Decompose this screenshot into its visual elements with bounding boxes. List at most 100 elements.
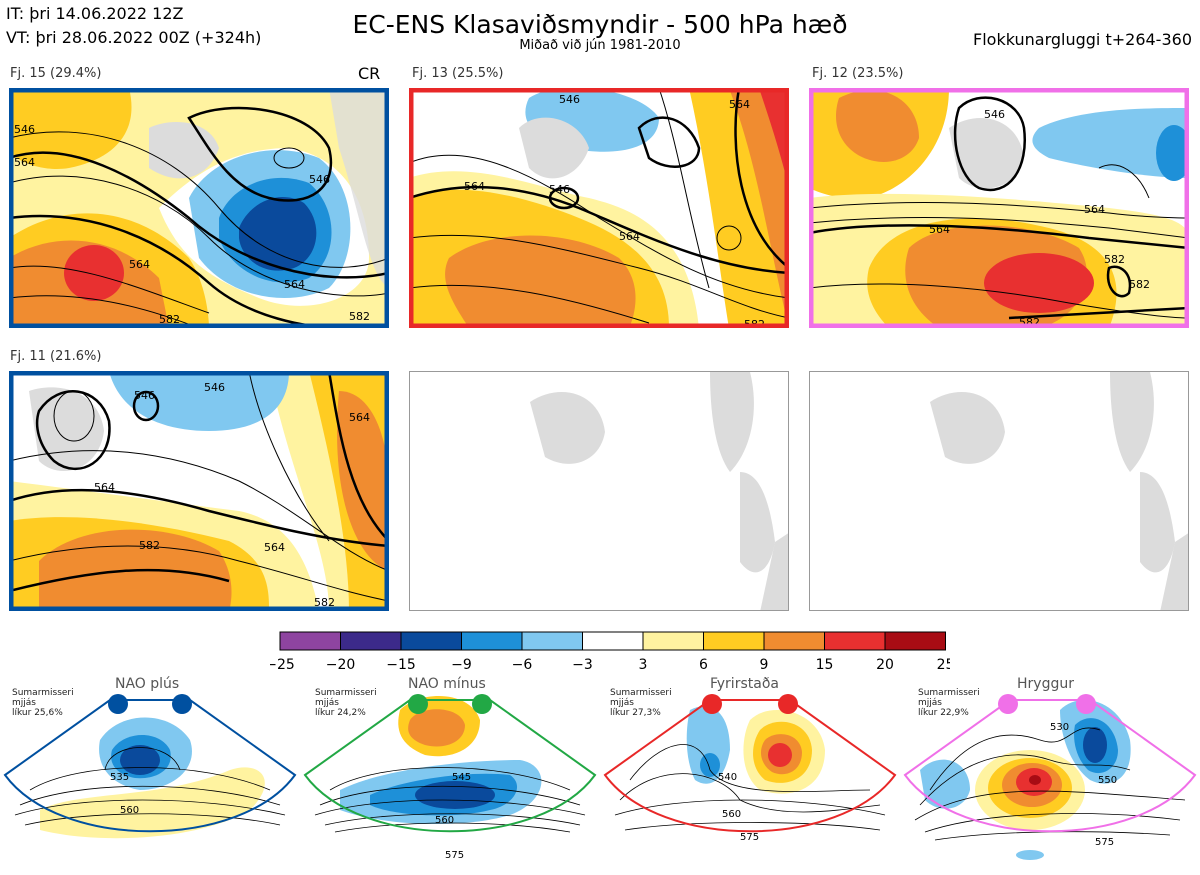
regime-info-ridge: Sumarmisseri mjjás líkur 22,9% — [918, 688, 980, 718]
contour-label: 582 — [314, 596, 335, 609]
contour-label: 535 — [110, 772, 129, 783]
contour-label: 564 — [464, 180, 485, 193]
contour-label: 550 — [1098, 775, 1117, 786]
cluster-map-4: 546 546 564 564 564 582 582 — [9, 371, 389, 611]
cr-label: CR — [358, 64, 381, 83]
contour-label: 540 — [718, 772, 737, 783]
empty-map-5-graphic — [530, 372, 788, 610]
regime-marker — [702, 694, 722, 714]
contour-label: 546 — [549, 183, 570, 196]
contour-label: 575 — [740, 832, 759, 843]
contour-label: 546 — [134, 389, 155, 402]
contour-label: 564 — [729, 98, 750, 111]
colorbar-tick-label: −6 — [512, 657, 533, 673]
colorbar-swatch — [703, 631, 765, 651]
colorbar-tick-label: 6 — [699, 657, 708, 673]
colorbar-tick-label: 20 — [876, 657, 894, 673]
colorbar-swatch — [461, 631, 523, 651]
colorbar-swatch — [884, 631, 946, 651]
regime-blocking-graphic: 540 560 575 — [603, 694, 897, 843]
contour-label: 582 — [139, 539, 160, 552]
colorbar-swatch — [642, 631, 704, 651]
colorbar-tick-label: −25 — [270, 657, 295, 673]
regime-ridge: 530 550 575 Hryggur Sumarmisseri mjjás lík… — [900, 676, 1200, 871]
contour-label: 582 — [1129, 278, 1150, 291]
colorbar-tick-label: 25 — [937, 657, 950, 673]
cluster-map-4-graphic: 546 546 564 564 564 582 582 — [9, 371, 389, 611]
contour-label: 575 — [1095, 837, 1114, 848]
classification-window: Flokkunargluggi t+264-360 — [973, 30, 1192, 49]
regime-nao-plus-graphic: 535 560 — [3, 694, 297, 839]
contour-label: 546 — [204, 381, 225, 394]
contour-label: 564 — [94, 481, 115, 494]
colorbar-tick-label: −15 — [386, 657, 416, 673]
panel-label-3: Fj. 12 (23.5%) — [812, 66, 904, 81]
regime-marker — [1076, 694, 1096, 714]
empty-map-6-graphic — [930, 372, 1188, 610]
panel-label-2: Fj. 13 (25.5%) — [412, 66, 504, 81]
colorbar-swatch — [279, 631, 341, 651]
contour-label: 564 — [349, 411, 370, 424]
empty-map-6 — [809, 371, 1189, 611]
contour-label: 546 — [984, 108, 1005, 121]
regime-marker — [172, 694, 192, 714]
colorbar-swatch — [582, 631, 644, 651]
panel-border-1 — [9, 88, 389, 328]
contour-label: 545 — [452, 772, 471, 783]
panel-label-4: Fj. 11 (21.6%) — [10, 349, 102, 364]
colorbar-swatch — [521, 631, 583, 651]
colorbar-tick-label: −3 — [572, 657, 593, 673]
colorbar-swatch — [763, 631, 825, 651]
contour-label: 582 — [1104, 253, 1125, 266]
regime-marker — [108, 694, 128, 714]
regime-marker — [778, 694, 798, 714]
colorbar-tick-label: −9 — [451, 657, 472, 673]
colorbar-tick-label: 9 — [760, 657, 769, 673]
contour-label: 546 — [14, 123, 35, 136]
colorbar-swatch — [824, 631, 886, 651]
colorbar-swatch — [400, 631, 462, 651]
contour-label: 575 — [445, 850, 464, 861]
cluster-map-1-graphic: 546 564 546 564 564 582 582 — [9, 88, 389, 328]
regime-marker — [998, 694, 1018, 714]
cluster-map-2: 546 564 564 546 564 582 — [409, 88, 789, 328]
regime-info-nao-plus: Sumarmisseri mjjás líkur 25,6% — [12, 688, 74, 718]
regime-ridge-graphic: 530 550 575 — [903, 694, 1197, 860]
colorbar-swatch — [340, 631, 402, 651]
empty-map-5 — [409, 371, 789, 611]
regime-nao-minus-graphic: 545 560 575 — [303, 694, 597, 861]
contour-label: 564 — [129, 258, 150, 271]
panel-border-4 — [9, 371, 389, 611]
regime-info-blocking: Sumarmisseri mjjás líkur 27,3% — [610, 688, 672, 718]
regime-info-text: Sumarmisseri mjjás líkur 27,3% — [610, 688, 672, 718]
cluster-map-3-graphic: 546 564 564 582 582 582 — [809, 88, 1189, 328]
regime-info-text: Sumarmisseri mjjás líkur 24,2% — [315, 688, 377, 718]
contour-label: 564 — [619, 230, 640, 243]
panel-border-2 — [409, 88, 789, 328]
regime-marker — [408, 694, 428, 714]
contour-label: 564 — [929, 223, 950, 236]
regime-blocking: 540 560 575 Fyrirstaða Sumarmisseri mjjás… — [600, 676, 900, 871]
page-subtitle: Miðað við jún 1981-2010 — [519, 38, 681, 53]
colorbar-tick-label: 15 — [816, 657, 834, 673]
contour-label: 564 — [284, 278, 305, 291]
panel-label-1: Fj. 15 (29.4%) — [10, 66, 102, 81]
contour-label: 582 — [349, 310, 370, 323]
regime-info-text: Sumarmisseri mjjás líkur 25,6% — [12, 688, 74, 718]
regime-nao-minus: 545 560 575 NAO mínus Sumarmisseri mjjás l… — [300, 676, 600, 871]
initial-time: IT: þri 14.06.2022 12Z — [6, 4, 184, 23]
cluster-map-3: 546 564 564 582 582 582 — [809, 88, 1189, 328]
contour-label: 530 — [1050, 722, 1069, 733]
regime-title-nao-plus: NAO plús — [115, 676, 180, 692]
colorbar-tick-label: 3 — [639, 657, 648, 673]
regime-title-ridge: Hryggur — [1017, 676, 1074, 692]
regime-marker — [472, 694, 492, 714]
regime-nao-plus: 535 560 NAO plús Sumarmisseri mjjás líkur … — [0, 676, 300, 871]
valid-time: VT: þri 28.06.2022 00Z (+324h) — [6, 28, 262, 47]
regime-title-nao-minus: NAO mínus — [408, 676, 486, 692]
contour-label: 560 — [120, 805, 139, 816]
contour-label: 546 — [309, 173, 330, 186]
regime-title-blocking: Fyrirstaða — [710, 676, 779, 692]
contour-label: 582 — [744, 318, 765, 328]
contour-label: 546 — [559, 93, 580, 106]
